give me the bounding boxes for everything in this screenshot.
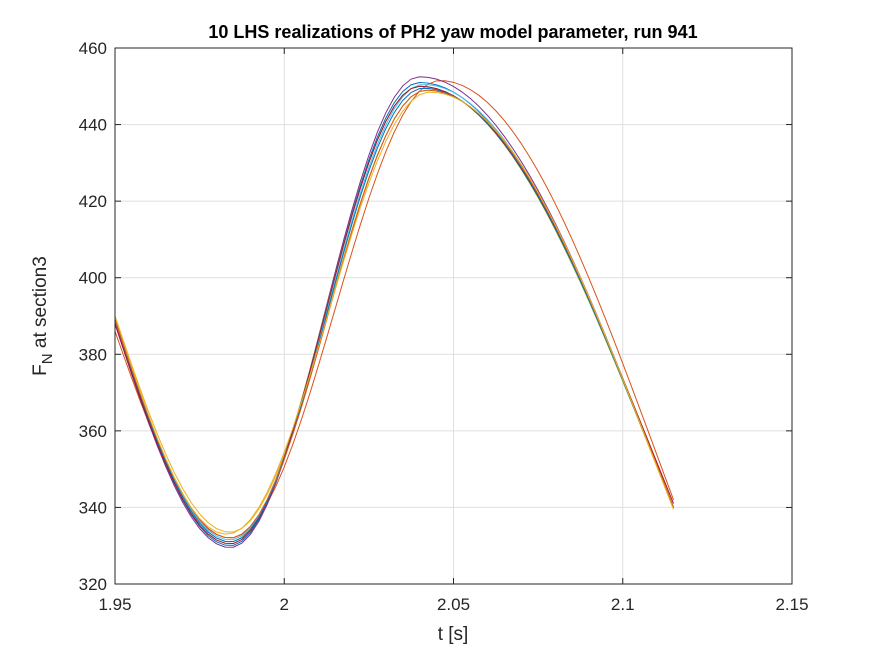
series-line-8 <box>114 87 674 543</box>
chart-title: 10 LHS realizations of PH2 yaw model par… <box>208 22 697 42</box>
y-axis-label-rest: at section3 <box>30 256 51 353</box>
y-axis-label-subscript: N <box>39 353 56 364</box>
y-tick-label: 380 <box>79 345 107 364</box>
grid <box>114 47 793 585</box>
x-tick-label: 2.15 <box>775 595 808 614</box>
y-tick-label: 400 <box>79 269 107 288</box>
x-tick-label: 2.1 <box>611 595 635 614</box>
y-tick-label: 460 <box>79 39 107 58</box>
y-tick-label: 440 <box>79 116 107 135</box>
y-axis-label-main: F <box>30 364 51 376</box>
series-line-10 <box>114 91 674 535</box>
y-tick-label: 320 <box>79 575 107 594</box>
ticks: 1.95 2 2.05 2.1 2.15 320 340 360 380 400 420 440 460 <box>79 39 809 614</box>
y-tick-label: 340 <box>79 498 107 517</box>
y-tick-label: 420 <box>79 192 107 211</box>
series-group <box>114 76 674 548</box>
y-axis-label: FN at section3 <box>30 256 56 376</box>
x-tick-label: 1.95 <box>98 595 131 614</box>
x-axis-label: t [s] <box>438 624 469 645</box>
x-tick-label: 2.05 <box>437 595 470 614</box>
y-tick-label: 360 <box>79 422 107 441</box>
x-tick-label: 2 <box>280 595 289 614</box>
